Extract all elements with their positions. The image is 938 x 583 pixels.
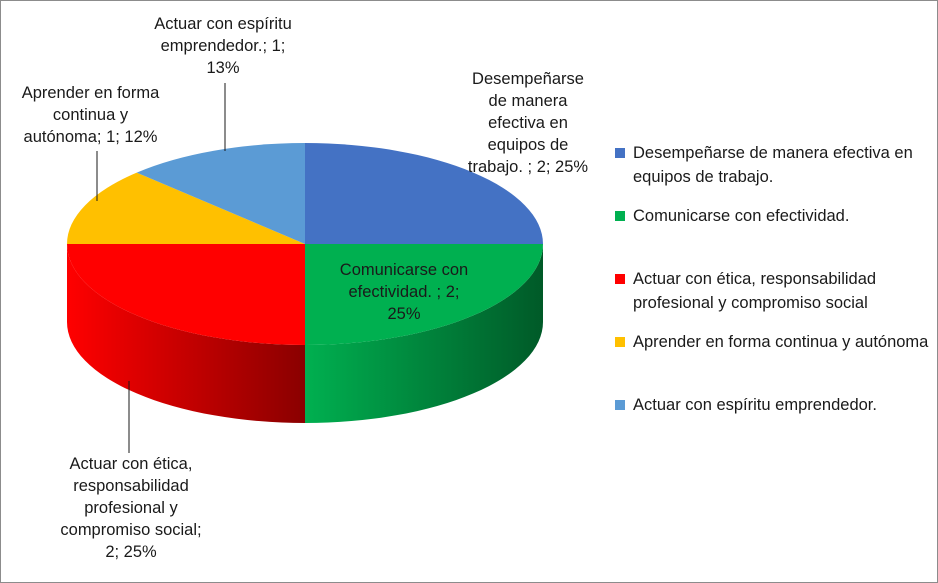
legend-swatch [615, 274, 625, 284]
pie-slice-3 [67, 172, 305, 244]
pie-slice-4 [136, 143, 305, 244]
legend-swatch [615, 211, 625, 221]
legend-label: Actuar con espíritu emprendedor. [633, 396, 877, 414]
pie-slice-1 [305, 244, 543, 345]
data-label-entrepreneurship: Actuar con espíritu emprendedor.; 1; 13% [154, 15, 292, 77]
pie-side-1 [305, 244, 543, 423]
data-label-communication: Comunicarse con efectividad. ; 2; 25% [339, 261, 469, 323]
data-label-continuous-learning: Aprender en forma continua y autónoma; 1… [21, 84, 160, 146]
data-label-ethics: Actuar con ética, responsabilidad profes… [60, 455, 202, 561]
legend-label: Aprender en forma continua y autónoma [633, 333, 929, 351]
legend-label: Actuar con ética, responsabilidad profes… [633, 270, 877, 312]
pie-slice-2 [67, 244, 305, 345]
legend-swatch [615, 148, 625, 158]
legend-label: Desempeñarse de manera efectiva en equip… [633, 144, 913, 186]
legend-label: Comunicarse con efectividad. [633, 207, 850, 225]
legend-swatch [615, 400, 625, 410]
data-label-teamwork: Desempeñarse de manera efectiva en equip… [467, 70, 589, 176]
legend-swatch [615, 337, 625, 347]
pie-slice-0 [305, 143, 543, 244]
pie-side-2 [67, 244, 305, 423]
